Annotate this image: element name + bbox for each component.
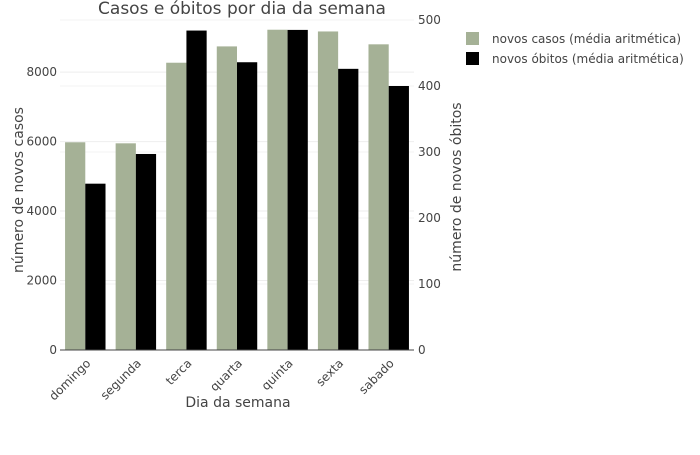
- bar-cases-quarta[interactable]: [216, 46, 237, 351]
- bar-deaths-segunda[interactable]: [135, 153, 157, 350]
- bar-cases-segunda[interactable]: [115, 143, 136, 350]
- chart-title: Casos e óbitos por dia da semana: [98, 0, 386, 19]
- y-right-tick-label: 100: [418, 277, 441, 291]
- legend-swatch-deaths: [466, 52, 479, 65]
- bar-deaths-domingo[interactable]: [85, 183, 106, 350]
- x-tick-label: segunda: [98, 356, 144, 402]
- y-left-tick-label: 0: [49, 343, 57, 357]
- y-left-tick-label: 4000: [26, 204, 57, 218]
- x-tick-label: quinta: [259, 356, 296, 393]
- bar-cases-sabado[interactable]: [368, 44, 389, 350]
- x-axis-title: Dia da semana: [185, 395, 290, 411]
- y-right-tick-label: 300: [418, 145, 441, 159]
- bar-cases-quinta[interactable]: [267, 29, 288, 350]
- y-left-tick-label: 2000: [26, 274, 57, 288]
- y-right-tick-label: 200: [418, 211, 441, 225]
- bar-cases-terca[interactable]: [166, 62, 187, 350]
- bar-deaths-terca[interactable]: [186, 30, 207, 351]
- legend: novos casos (média aritmética) novos óbi…: [466, 32, 684, 66]
- y-left-tick-label: 6000: [26, 135, 57, 149]
- bar-cases-sexta[interactable]: [317, 31, 339, 350]
- legend-item-deaths[interactable]: novos óbitos (média aritmética): [466, 52, 684, 66]
- y-axis-right-title: número de novos óbitos: [449, 102, 465, 271]
- bar-cases-domingo[interactable]: [65, 142, 86, 350]
- y-right-tick-label: 500: [418, 13, 441, 27]
- x-tick-label: domingo: [46, 356, 93, 403]
- y-axis-left-title: número de novos casos: [11, 107, 27, 273]
- legend-label-cases: novos casos (média aritmética): [492, 32, 681, 46]
- bar-deaths-quinta[interactable]: [287, 29, 308, 351]
- y-left-tick-label: 8000: [26, 65, 57, 79]
- y-right-tick-label: 400: [418, 79, 441, 93]
- x-tick-label: terca: [163, 356, 195, 388]
- bar-deaths-quarta[interactable]: [237, 62, 258, 351]
- bars: [65, 29, 409, 351]
- bar-deaths-sabado[interactable]: [388, 86, 409, 350]
- x-tick-label: sexta: [313, 356, 346, 389]
- x-tick-label: quarta: [207, 356, 245, 394]
- legend-label-deaths: novos óbitos (média aritmética): [492, 52, 684, 66]
- legend-item-cases[interactable]: novos casos (média aritmética): [466, 32, 681, 46]
- legend-swatch-cases: [466, 32, 479, 45]
- x-tick-label: sabado: [356, 356, 397, 397]
- y-right-tick-label: 0: [418, 343, 426, 357]
- bar-deaths-sexta[interactable]: [338, 68, 359, 350]
